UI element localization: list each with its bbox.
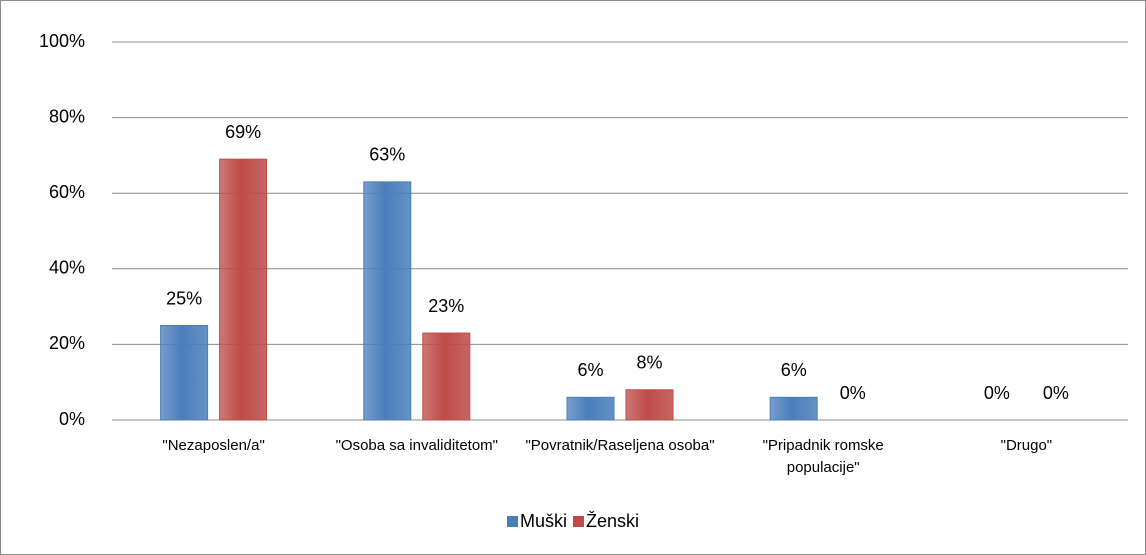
bar bbox=[219, 158, 268, 421]
value-label: 63% bbox=[369, 145, 405, 165]
value-label: 25% bbox=[166, 288, 202, 308]
y-tick-label: 0% bbox=[59, 409, 85, 429]
legend-label: Muški bbox=[519, 511, 567, 531]
legend-item: Muški bbox=[506, 511, 567, 532]
value-label: 0% bbox=[840, 383, 866, 403]
bar bbox=[625, 389, 674, 421]
legend: Muški Ženski bbox=[0, 511, 1146, 532]
x-tick-label: "Povratnik/Raseljena osoba" bbox=[525, 437, 715, 454]
y-tick-label: 60% bbox=[49, 182, 85, 202]
y-tick-label: 100% bbox=[39, 31, 85, 51]
y-tick-label: 40% bbox=[49, 258, 85, 278]
legend-swatch bbox=[506, 516, 518, 527]
bar bbox=[769, 396, 818, 421]
bar bbox=[422, 332, 471, 421]
value-label: 23% bbox=[428, 296, 464, 316]
legend-swatch bbox=[573, 516, 584, 527]
legend-item: Ženski bbox=[573, 511, 639, 532]
legend-label: Ženski bbox=[586, 511, 640, 531]
value-label: 69% bbox=[225, 122, 261, 142]
x-tick-label: "Pripadnik romske populacije" bbox=[762, 437, 884, 476]
value-label: 6% bbox=[781, 360, 807, 380]
value-label: 0% bbox=[1043, 383, 1069, 403]
value-label: 0% bbox=[984, 383, 1010, 403]
x-tick-label: "Nezaposlen/a" bbox=[162, 437, 265, 454]
x-tick-label: "Drugo" bbox=[1000, 437, 1053, 454]
bar bbox=[363, 181, 412, 421]
bar bbox=[160, 325, 209, 421]
bar bbox=[566, 396, 615, 421]
value-label: 6% bbox=[577, 360, 603, 380]
y-tick-label: 20% bbox=[49, 333, 85, 353]
y-tick-label: 80% bbox=[49, 106, 85, 126]
value-label: 8% bbox=[636, 353, 662, 373]
x-tick-label: "Osoba sa invaliditetom" bbox=[335, 437, 498, 454]
